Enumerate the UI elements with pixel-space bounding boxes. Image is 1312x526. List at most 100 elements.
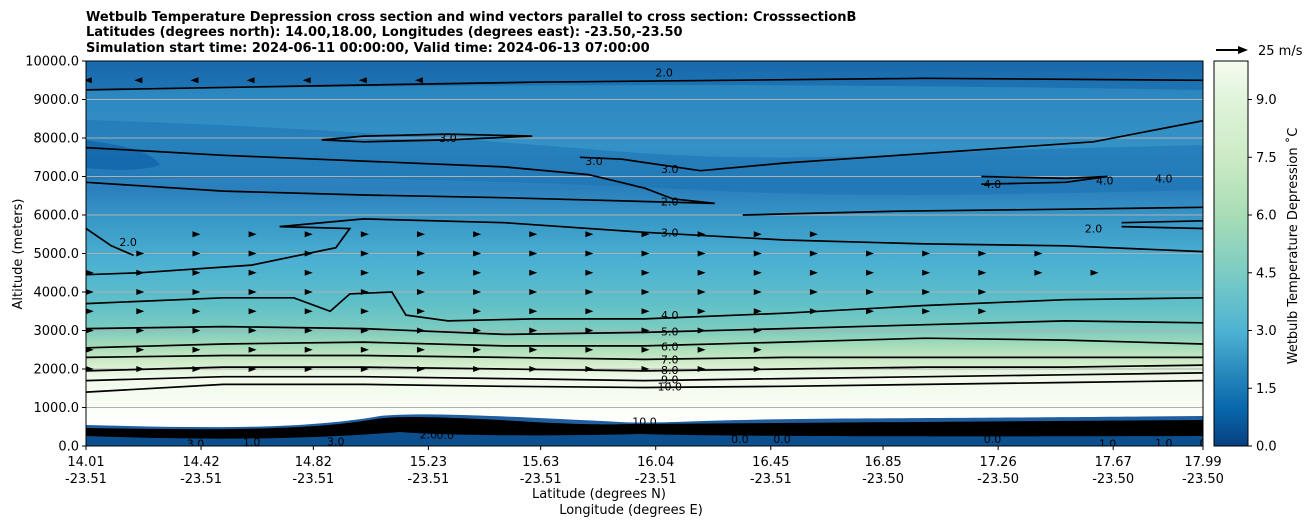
contour-line-3 <box>86 227 135 257</box>
contour-line-10 <box>86 379 1203 393</box>
wind-vector <box>753 231 762 238</box>
plot-area: 2.0 3.0 3.0 3.0 2.0 3.0 2.0 4.0 4.0 4.0 2.0 4.0 5.0 6… <box>86 61 1207 451</box>
wind-vector <box>473 308 482 315</box>
x-tick-label-lon: -23.51 <box>65 472 107 487</box>
y-tick-label: 10000.0 <box>25 55 79 70</box>
x-tick-label-lat: 14.42 <box>182 455 219 470</box>
contour-line-3 <box>279 218 1203 253</box>
wind-vector <box>360 250 369 257</box>
wind-vector <box>134 77 143 84</box>
contour-line-3 <box>86 225 352 276</box>
wind-vector <box>192 250 201 257</box>
wind-vector <box>866 250 875 257</box>
contour-label: 10.0 <box>632 415 657 428</box>
wind-vector <box>248 366 257 372</box>
wind-vector <box>641 366 650 372</box>
wind-vector <box>697 327 706 334</box>
wind-vector <box>473 269 482 276</box>
wind-vector <box>192 289 201 295</box>
wind-vector <box>697 366 706 372</box>
colorbar <box>1213 60 1249 447</box>
x-tick-label-lon: -23.50 <box>977 472 1019 487</box>
y-axis: 0.0 1000.0 2000.0 3000.0 4000.0 5000.0 6000.0 7… <box>25 55 86 455</box>
contour-line-2 <box>86 77 1203 91</box>
contour-line-8 <box>86 364 1203 372</box>
contour-line-2 <box>1121 219 1203 224</box>
x-tick-label-lon: -23.50 <box>1182 472 1224 487</box>
wind-vector <box>753 289 762 295</box>
wind-vector <box>192 346 201 353</box>
contour-line-4 <box>981 175 1108 186</box>
y-tick-label: 3000.0 <box>34 324 80 339</box>
x-tick-label-lat: 17.67 <box>1095 455 1132 470</box>
dark-band-left <box>86 140 160 170</box>
contour-label: 1.0 <box>1155 437 1173 450</box>
x-tick-label-lat: 17.26 <box>980 455 1017 470</box>
wind-vector <box>248 269 257 276</box>
wind-vector <box>248 308 257 315</box>
title-line-1: Wetbulb Temperature Depression cross sec… <box>86 10 856 25</box>
wind-vector <box>416 308 425 315</box>
wind-vector <box>473 366 482 372</box>
contour-label: 2.0 <box>420 428 438 441</box>
contour-line-3 <box>321 133 533 143</box>
wind-vector <box>473 250 482 257</box>
wind-vector <box>192 366 201 372</box>
x-axis: 14.01 -23.51 14.42 -23.51 14.82 -23.51 15.23 -2… <box>65 446 1224 487</box>
contour-label: 0.0 <box>436 429 454 442</box>
contour-label: 0.0 <box>984 433 1002 446</box>
y-tick-label: 7000.0 <box>34 170 80 185</box>
x-tick-label-lat: 16.04 <box>637 455 674 470</box>
wind-vector <box>416 289 425 295</box>
wind-vector <box>192 269 201 276</box>
contour-label: 3.0 <box>661 163 679 176</box>
colorbar-tick-label: 7.5 <box>1256 151 1277 166</box>
wind-vector <box>86 366 94 372</box>
wind-vector <box>304 308 313 315</box>
contour-label: 2.0 <box>655 67 673 80</box>
contour-label: 4.0 <box>984 178 1002 191</box>
wind-vector <box>585 289 594 295</box>
wind-vector <box>360 327 369 334</box>
wind-vector <box>248 289 257 295</box>
wind-vector <box>809 289 818 295</box>
contour-line-2 <box>86 146 715 205</box>
wind-vector <box>697 308 706 315</box>
wind-vector <box>416 366 425 372</box>
wind-vector <box>304 366 313 372</box>
wind-vector <box>753 346 762 353</box>
colorbar-tick-label: 3.0 <box>1256 324 1277 339</box>
wind-vector <box>304 289 313 295</box>
y-axis-label: Altitude (meters) <box>11 199 26 310</box>
x-tick-label-lat: 17.99 <box>1184 455 1221 470</box>
wind-vector <box>641 327 650 334</box>
contour-label: 4.0 <box>1096 174 1114 187</box>
x-tick-label-lon: -23.50 <box>1092 472 1134 487</box>
wind-vector <box>136 289 145 295</box>
x-axis-label-latitude: Latitude (degrees N) <box>532 487 666 502</box>
wind-vector <box>360 289 369 295</box>
wind-vector <box>360 231 369 238</box>
wind-vector <box>697 269 706 276</box>
contour-label: 1.0 <box>1099 438 1117 451</box>
wind-vector <box>697 231 706 238</box>
wind-vector <box>809 308 818 315</box>
contour-label: 0 <box>1200 437 1207 450</box>
wind-vector <box>641 308 650 315</box>
wind-vector <box>1034 250 1043 257</box>
wind-vector <box>529 269 538 276</box>
x-tick-label-lon: -23.51 <box>750 472 792 487</box>
wind-vector <box>416 250 425 257</box>
wind-vector <box>753 250 762 257</box>
wind-vector <box>473 327 482 334</box>
x-tick-label-lon: -23.51 <box>180 472 222 487</box>
wind-vector <box>697 250 706 257</box>
wind-vector <box>304 250 313 257</box>
wind-vector <box>529 346 538 353</box>
wind-vector <box>585 346 594 353</box>
contour-label: 0.0 <box>773 433 791 446</box>
wind-vector <box>866 308 875 315</box>
x-tick-label-lon: -23.51 <box>635 472 677 487</box>
contour-label: 4.0 <box>661 309 679 322</box>
